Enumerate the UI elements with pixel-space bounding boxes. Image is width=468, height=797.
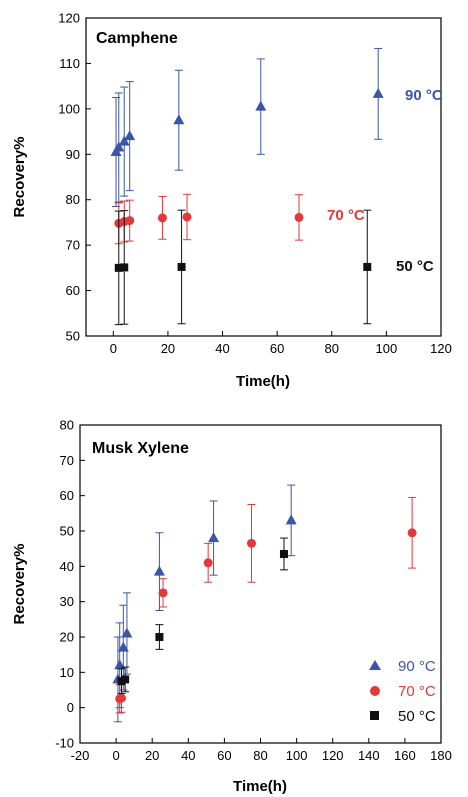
- x-axis-title: Time(h): [236, 373, 290, 390]
- data-point-square: [114, 263, 123, 272]
- legend-item-90c: 90 °C: [369, 658, 436, 675]
- y-tick-label: 30: [60, 594, 74, 609]
- y-tick-label: 50: [66, 329, 80, 344]
- legend-label: 70 °C: [398, 683, 436, 700]
- x-tick-label: 120: [430, 341, 452, 356]
- x-tick-label: 100: [376, 341, 398, 356]
- y-axis-title: Recovery%: [11, 137, 28, 218]
- x-axis-ticks: 0 20 40 60 80 100 120: [110, 331, 452, 356]
- series-label-50c: 50 °C: [396, 258, 434, 275]
- x-tick-label: 120: [322, 748, 344, 763]
- data-point-square: [155, 633, 164, 641]
- y-tick-label: 10: [60, 665, 74, 680]
- y-tick-label: 40: [60, 559, 74, 574]
- x-tick-label: 80: [253, 748, 267, 763]
- y-tick-label: 90: [66, 147, 80, 162]
- data-point-triangle: [372, 87, 384, 98]
- y-tick-label: 120: [58, 11, 80, 26]
- legend-label: 50 °C: [398, 708, 436, 725]
- data-point-circle: [157, 213, 167, 223]
- x-axis-ticks: -20 0 20 40 60 80 100 120 140 160 180: [71, 738, 452, 763]
- y-tick-label: 0: [67, 700, 74, 715]
- data-point-circle: [407, 528, 417, 538]
- data-point-square: [120, 263, 129, 272]
- data-point-circle: [125, 216, 135, 226]
- x-tick-label: 0: [112, 748, 119, 763]
- data-point-triangle: [124, 130, 136, 141]
- data-point-circle: [182, 212, 192, 222]
- x-tick-label: 160: [394, 748, 416, 763]
- x-tick-label: -20: [71, 748, 90, 763]
- y-tick-label: 70: [66, 238, 80, 253]
- data-point-circle: [158, 588, 168, 598]
- chart-title: Camphene: [96, 30, 178, 47]
- y-tick-label: 20: [60, 630, 74, 645]
- chart-camphene: Camphene Time(h) Recovery% 0 20 40 60 80 100 1…: [11, 11, 452, 391]
- y-tick-label: 110: [59, 56, 80, 71]
- y-tick-label: 80: [60, 418, 74, 433]
- series-label-70c: 70 °C: [327, 207, 365, 224]
- data-point-square: [177, 262, 186, 271]
- y-tick-label: 100: [58, 101, 80, 116]
- plot-frame: [85, 17, 442, 337]
- legend-marker-triangle: [369, 660, 381, 670]
- data-marks: [112, 484, 417, 723]
- data-point-triangle: [173, 114, 185, 125]
- data-point-square: [279, 549, 288, 558]
- data-point-circle: [294, 212, 304, 222]
- x-tick-label: 80: [325, 341, 339, 356]
- data-point-circle: [246, 538, 256, 548]
- data-point-circle: [203, 558, 213, 568]
- x-tick-label: 40: [181, 748, 195, 763]
- data-point-circle: [117, 693, 127, 703]
- data-point-triangle: [153, 565, 165, 576]
- y-tick-label: 60: [60, 488, 74, 503]
- legend-item-70c: 70 °C: [370, 683, 436, 700]
- x-tick-label: 60: [217, 748, 231, 763]
- legend-item-50c: 50 °C: [370, 708, 436, 725]
- legend-marker-square: [370, 711, 379, 720]
- y-axis-ticks: -10 0 10 20 30 40 50 60 70 80: [55, 418, 85, 751]
- legend-marker-circle: [370, 686, 380, 696]
- chart-title: Musk Xylene: [92, 440, 189, 457]
- data-point-triangle: [118, 135, 130, 146]
- x-tick-label: 180: [430, 748, 452, 763]
- x-tick-label: 60: [270, 341, 284, 356]
- y-tick-label: 60: [66, 283, 80, 298]
- data-marks: [110, 47, 384, 326]
- x-tick-label: 0: [110, 341, 117, 356]
- series-label-90c: 90 °C: [405, 87, 443, 104]
- y-tick-label: -10: [55, 736, 74, 751]
- legend-label: 90 °C: [398, 658, 436, 675]
- y-tick-label: 80: [66, 192, 80, 207]
- data-point-triangle: [255, 100, 267, 111]
- data-point-triangle: [113, 141, 125, 152]
- data-point-triangle: [121, 627, 133, 638]
- legend: 90 °C 70 °C 50 °C: [369, 658, 436, 725]
- chart-musk-xylene: Musk Xylene Time(h) Recovery% -20 0 20 40 60…: [11, 418, 452, 796]
- x-tick-label: 140: [358, 748, 380, 763]
- y-axis-ticks: 50 60 70 80 90 100 110 120: [58, 11, 91, 344]
- y-tick-label: 50: [60, 524, 74, 539]
- data-point-square: [121, 675, 130, 684]
- data-point-square: [363, 262, 372, 271]
- data-point-triangle: [285, 514, 297, 525]
- x-tick-label: 40: [215, 341, 229, 356]
- x-axis-title: Time(h): [233, 778, 287, 795]
- data-point-triangle: [208, 532, 220, 543]
- x-tick-label: 100: [286, 748, 308, 763]
- x-tick-label: 20: [145, 748, 159, 763]
- data-point-triangle: [117, 641, 129, 652]
- y-axis-title: Recovery%: [11, 544, 28, 625]
- x-tick-label: 20: [161, 341, 175, 356]
- y-tick-label: 70: [60, 453, 74, 468]
